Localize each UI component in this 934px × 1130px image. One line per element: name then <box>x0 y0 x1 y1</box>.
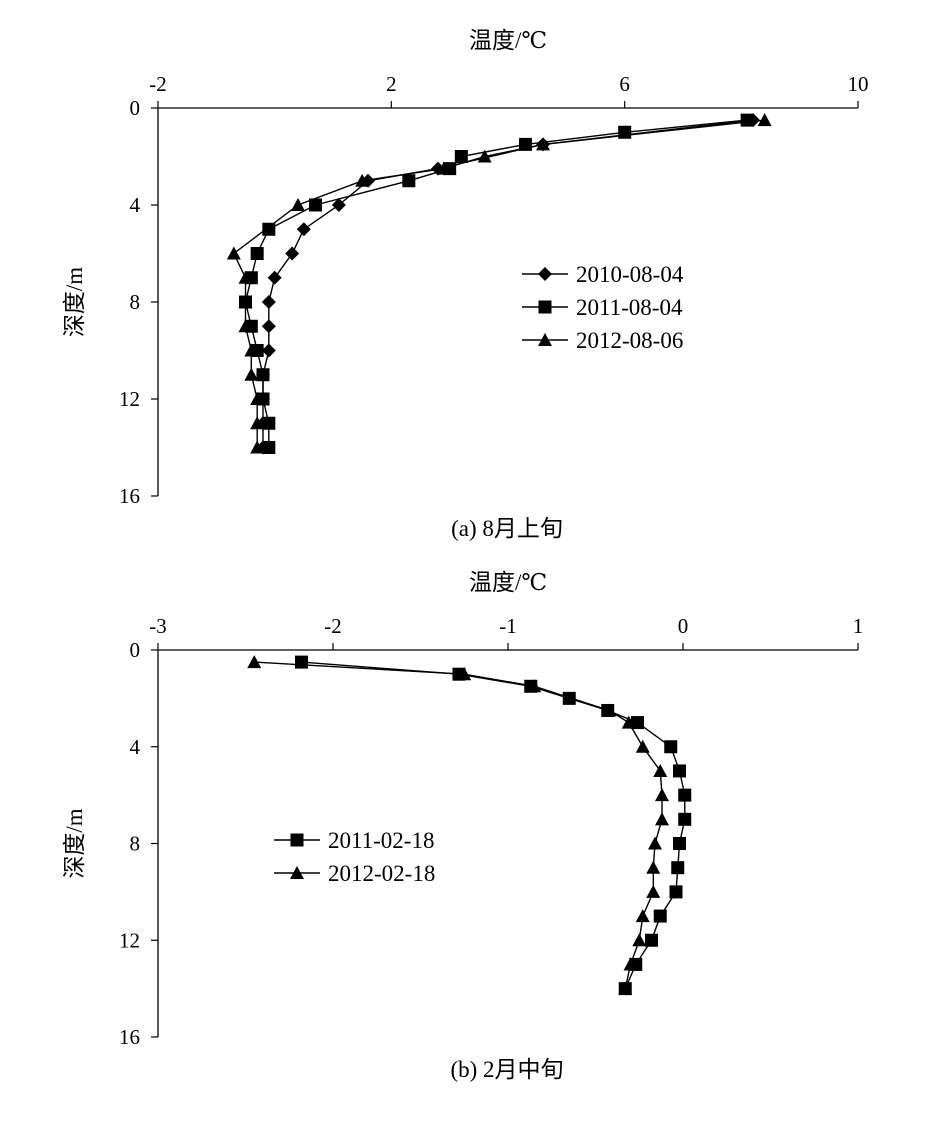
data-point-b-1 <box>645 933 658 947</box>
series-line-b-1 <box>301 661 686 989</box>
x-axis-title-a: 温度/℃ <box>469 28 547 53</box>
x-tick-label-a: -2 <box>149 72 167 96</box>
data-point-a-3 <box>226 246 241 260</box>
x-tick-label-a: 6 <box>619 72 630 96</box>
series-line-b-2 <box>254 661 663 989</box>
data-point-a-2 <box>454 150 468 163</box>
data-point-a-1 <box>267 270 282 285</box>
legend-marker-a-1 <box>538 267 552 281</box>
x-tick-label-b: -1 <box>499 614 517 638</box>
y-tick-label-b: 16 <box>119 1025 140 1049</box>
data-point-a-3 <box>238 270 253 284</box>
y-tick-label-b: 4 <box>130 735 141 759</box>
data-point-a-1 <box>285 246 300 261</box>
legend-label-b-2: 2012-02-18 <box>328 861 435 886</box>
data-point-a-2 <box>256 368 270 382</box>
y-axis-title-a: 深度/m <box>62 267 87 337</box>
y-tick-label-a: 4 <box>130 193 141 217</box>
legend-marker-b-1 <box>290 833 304 847</box>
data-point-b-2 <box>621 715 636 729</box>
legend-marker-b-2 <box>290 866 304 879</box>
data-point-b-2 <box>653 763 668 777</box>
x-tick-label-b: -3 <box>149 614 167 638</box>
data-point-a-1 <box>296 222 311 237</box>
data-point-b-1 <box>664 740 678 754</box>
data-point-a-3 <box>355 173 370 187</box>
data-point-a-3 <box>536 137 550 151</box>
data-point-b-2 <box>632 933 647 947</box>
data-point-a-2 <box>262 416 276 430</box>
data-point-a-3 <box>250 416 265 430</box>
series-line-a-3 <box>232 119 765 448</box>
y-tick-label-a: 8 <box>130 290 141 314</box>
y-tick-label-b: 12 <box>119 928 140 952</box>
data-point-b-1 <box>669 885 683 899</box>
data-point-b-2 <box>247 655 262 669</box>
legend-label-b-1: 2011-02-18 <box>328 828 434 853</box>
caption-a: (a) 8月上旬 <box>451 516 563 541</box>
y-axis-title-b: 深度/m <box>62 808 87 878</box>
data-point-a-2 <box>740 113 754 127</box>
x-tick-label-a: 2 <box>386 72 397 96</box>
data-point-b-2 <box>655 812 669 826</box>
data-point-b-2 <box>618 981 633 995</box>
legend-marker-a-2 <box>538 300 552 314</box>
data-point-b-1 <box>673 764 686 778</box>
y-tick-label-b: 0 <box>130 638 141 662</box>
legend-label-a-3: 2012-08-06 <box>576 328 683 353</box>
data-point-b-2 <box>623 957 638 971</box>
data-point-a-2 <box>618 125 632 139</box>
data-point-a-1 <box>261 343 276 358</box>
data-point-a-3 <box>291 198 305 211</box>
data-point-a-2 <box>309 198 322 212</box>
x-tick-label-b: -2 <box>324 614 342 638</box>
y-tick-label-b: 8 <box>130 832 141 856</box>
data-point-b-1 <box>295 655 308 669</box>
data-point-b-2 <box>635 739 650 753</box>
legend-marker-a-3 <box>538 333 552 346</box>
data-point-b-1 <box>678 788 692 802</box>
y-tick-label-a: 16 <box>119 484 140 508</box>
data-point-b-1 <box>673 837 686 850</box>
data-point-b-1 <box>678 812 692 826</box>
data-point-a-1 <box>261 319 276 334</box>
legend-label-a-2: 2011-08-04 <box>576 295 683 320</box>
data-point-a-3 <box>757 113 772 127</box>
data-point-b-2 <box>457 667 472 681</box>
y-tick-label-a: 0 <box>130 96 141 120</box>
y-tick-label-a: 12 <box>119 387 140 411</box>
data-point-a-1 <box>331 198 346 212</box>
data-point-a-3 <box>244 367 259 381</box>
x-tick-label-b: 0 <box>678 614 689 638</box>
data-point-b-2 <box>635 909 650 923</box>
data-point-b-2 <box>646 884 661 898</box>
data-point-a-1 <box>261 295 276 309</box>
data-point-a-3 <box>250 440 265 454</box>
data-point-a-2 <box>262 441 276 454</box>
data-point-b-2 <box>655 788 669 802</box>
data-point-a-2 <box>250 247 264 260</box>
data-point-a-3 <box>244 343 259 357</box>
x-tick-label-b: 1 <box>853 614 864 638</box>
data-point-b-1 <box>671 861 685 875</box>
legend-label-a-1: 2010-08-04 <box>576 262 684 287</box>
x-tick-label-a: 10 <box>848 72 869 96</box>
data-point-a-2 <box>402 174 416 188</box>
data-point-a-3 <box>477 149 492 163</box>
data-point-b-1 <box>562 691 576 705</box>
data-point-b-2 <box>602 703 617 717</box>
x-axis-title-b: 温度/℃ <box>469 570 547 595</box>
data-point-b-2 <box>648 836 662 850</box>
data-point-a-3 <box>238 295 253 308</box>
data-point-b-2 <box>527 679 542 693</box>
data-point-a-3 <box>436 161 451 175</box>
data-point-a-3 <box>250 392 265 405</box>
data-point-b-1 <box>653 909 667 923</box>
data-point-a-3 <box>238 319 253 333</box>
data-point-a-2 <box>262 222 276 236</box>
data-point-b-2 <box>646 860 661 874</box>
caption-b: (b) 2月中旬 <box>450 1057 563 1082</box>
